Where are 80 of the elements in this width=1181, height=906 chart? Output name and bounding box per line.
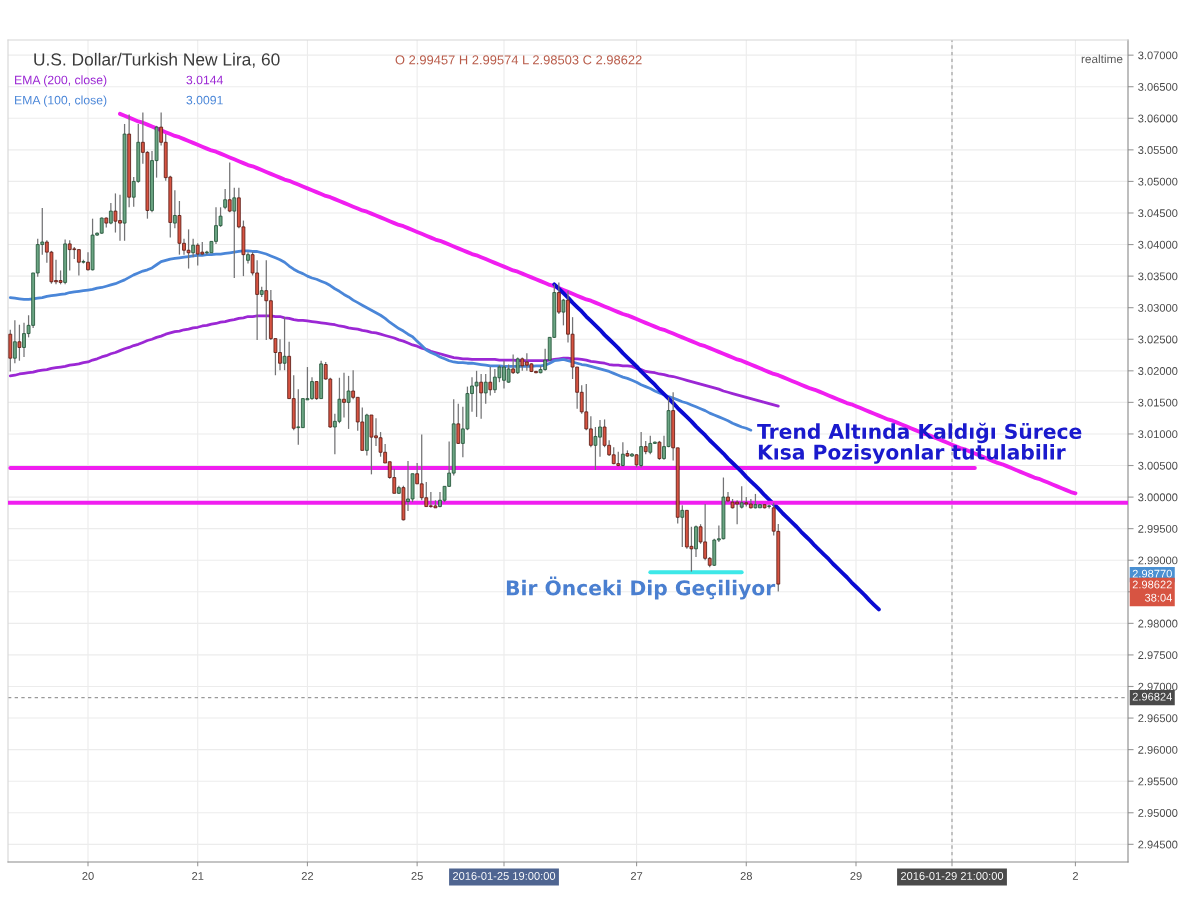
candlestick [76, 248, 81, 277]
candlestick [639, 431, 644, 469]
candlestick [227, 161, 232, 213]
annotation: Trend Altında Kaldığı Sürece [757, 422, 1082, 444]
y-tick-label: 2.95500 [1138, 777, 1178, 786]
candlestick [369, 414, 374, 475]
y-tick-label: 3.06500 [1138, 82, 1178, 91]
candlestick [223, 188, 228, 210]
y-tick-label: 3.04000 [1138, 240, 1178, 249]
candlestick [67, 239, 72, 272]
candlestick [17, 324, 22, 362]
candlestick [296, 388, 301, 446]
candlestick [282, 316, 287, 371]
y-tick-label: 3.00500 [1138, 461, 1178, 470]
y-tick-label: 3.07000 [1138, 51, 1178, 60]
x-tick-label: 2016-01-25 19:00:00 [452, 872, 556, 880]
candlestick [264, 259, 269, 341]
candlestick [342, 372, 346, 419]
text: 2.98622 38:04 [1132, 580, 1172, 602]
annotation: 3.0144 [186, 75, 223, 85]
annotation: realtime [1081, 54, 1123, 64]
line-series [8, 314, 780, 408]
candlestick [556, 281, 561, 315]
candlestick [680, 504, 685, 548]
candlestick [483, 373, 488, 405]
candlestick [424, 481, 429, 508]
y-tick-label: 2.96500 [1138, 714, 1178, 723]
y-tick-label: 3.00000 [1138, 493, 1178, 502]
candlestick [479, 373, 484, 420]
annotation: Bir Önceki Dip Geçiliyor [506, 576, 776, 600]
y-tick-label: 3.02500 [1138, 335, 1178, 344]
candlestick [172, 189, 177, 229]
y-tick-label: 2.99000 [1138, 556, 1178, 565]
y-tick-label: 2.98000 [1138, 619, 1178, 628]
y-tick-label: 2.99500 [1138, 524, 1178, 533]
x-tick-label: 21 [192, 872, 204, 880]
candlestick [8, 329, 13, 373]
text: U.S. Dollar/Turkish New Lira, 60 [34, 52, 280, 68]
y-tick-label: 2.94500 [1138, 840, 1178, 849]
x-tick-label: 20 [82, 872, 94, 880]
annotation: 3.0091 [186, 95, 223, 105]
candlestick [648, 435, 653, 455]
x-tick-label: 25 [411, 872, 423, 880]
x-tick-label: 22 [301, 872, 314, 880]
candlestick [191, 238, 196, 258]
y-tick-label: 3.01000 [1138, 430, 1178, 439]
ref-line-label: 2.96824 [1132, 692, 1173, 701]
x-tick-label: 28 [740, 872, 752, 880]
x-tick-label: 29 [850, 872, 862, 880]
y-tick-label: 3.01500 [1138, 398, 1178, 407]
y-tick-label: 3.05000 [1138, 177, 1178, 186]
candlestick [195, 242, 200, 267]
text: O 2.99457 H 2.99574 L 2.98503 C 2.98622 [395, 55, 642, 65]
text: EMA (200, close) [15, 75, 107, 87]
x-tick-label: 2 [1072, 872, 1078, 880]
y-tick-label: 2.97500 [1138, 651, 1178, 660]
candlestick [488, 366, 493, 397]
candlestick [657, 440, 662, 461]
candlestick [474, 370, 479, 418]
candlestick [694, 524, 698, 558]
y-tick-label: 3.05500 [1138, 146, 1178, 154]
candlestick [186, 228, 191, 270]
text: 2.98770 [1132, 569, 1172, 578]
x-tick-label: 2016-01-29 21:00:00 [900, 872, 1004, 880]
candlestick [12, 319, 17, 364]
y-tick-label: 3.03000 [1138, 303, 1178, 312]
y-tick-label: 3.04500 [1138, 209, 1178, 218]
candlestick [456, 403, 461, 445]
text: EMA (100, close) [15, 95, 107, 107]
candlestick [588, 415, 593, 448]
y-tick-label: 2.95000 [1138, 809, 1178, 817]
y-tick-label: 3.03500 [1138, 272, 1178, 281]
candlestick [314, 380, 319, 401]
candlestick [232, 187, 237, 279]
y-tick-label: 3.02000 [1138, 367, 1178, 375]
candlestick [511, 353, 516, 375]
x-tick-label: 27 [630, 872, 643, 880]
y-tick-label: 2.96000 [1138, 745, 1178, 754]
candlestick [561, 298, 566, 326]
y-tick-label: 3.06000 [1138, 114, 1178, 123]
